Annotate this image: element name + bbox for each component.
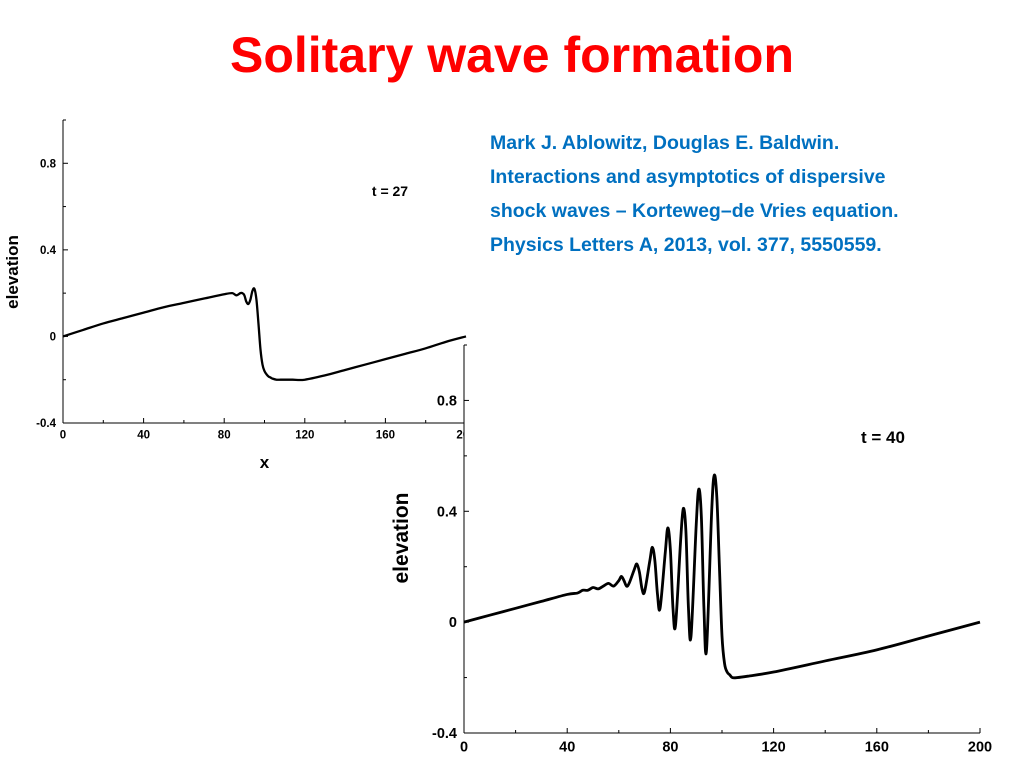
reference-line-1: Mark J. Ablowitz, Douglas E. Baldwin.: [490, 132, 840, 154]
chart2-x-tick-label: 40: [559, 740, 575, 756]
chart2-x-tick-label: 80: [662, 740, 678, 756]
reference-citation: Mark J. Ablowitz, Douglas E. Baldwin. In…: [490, 126, 1020, 262]
chart2-x-tick-label: 120: [761, 740, 785, 756]
reference-line-2: Interactions and asymptotics of dispersi…: [490, 166, 886, 188]
chart1-y-tick-label: 0.8: [40, 158, 57, 170]
chart2-y-tick-label: 0.8: [437, 394, 457, 410]
chart2-series-line: [463, 473, 981, 680]
chart1-x-axis-label: x: [260, 453, 270, 472]
chart2-y-tick-label: 0.4: [437, 504, 457, 520]
chart1-y-axis-label: elevation: [3, 235, 22, 309]
chart2-y-axis-label: elevation: [390, 492, 413, 583]
chart1-x-tick-label: 0: [60, 430, 66, 442]
chart2-x-tick-label: 0: [460, 740, 468, 756]
chart1-x-tick-label: 80: [218, 430, 231, 442]
reference-line-3: shock waves – Korteweg–de Vries equation…: [490, 200, 899, 222]
reference-line-4: Physics Letters A, 2013, vol. 377, 55505…: [490, 234, 882, 256]
chart2-x-tick-label: 200: [968, 740, 992, 756]
chart2-plot-background: [464, 345, 988, 763]
chart1-x-tick-label: 160: [376, 430, 395, 442]
chart1-x-tick-label: 120: [295, 430, 314, 442]
chart1-series-line: [62, 287, 467, 382]
slide-title: Solitary wave formation: [229, 27, 795, 83]
chart1-y-tick-label: 0.4: [40, 245, 57, 257]
chart1-y-tick-label: 0: [50, 331, 56, 343]
chart2-y-tick-label: -0.4: [432, 726, 457, 742]
chart2-x-tick-label: 160: [865, 740, 889, 756]
chart2-y-tick-label: 0: [449, 615, 457, 631]
chart2-time-annotation: t = 40: [861, 428, 905, 447]
chart1-time-annotation: t = 27: [372, 183, 408, 199]
chart1-x-tick-label: 40: [137, 430, 150, 442]
chart1-y-tick-label: -0.4: [36, 418, 56, 430]
